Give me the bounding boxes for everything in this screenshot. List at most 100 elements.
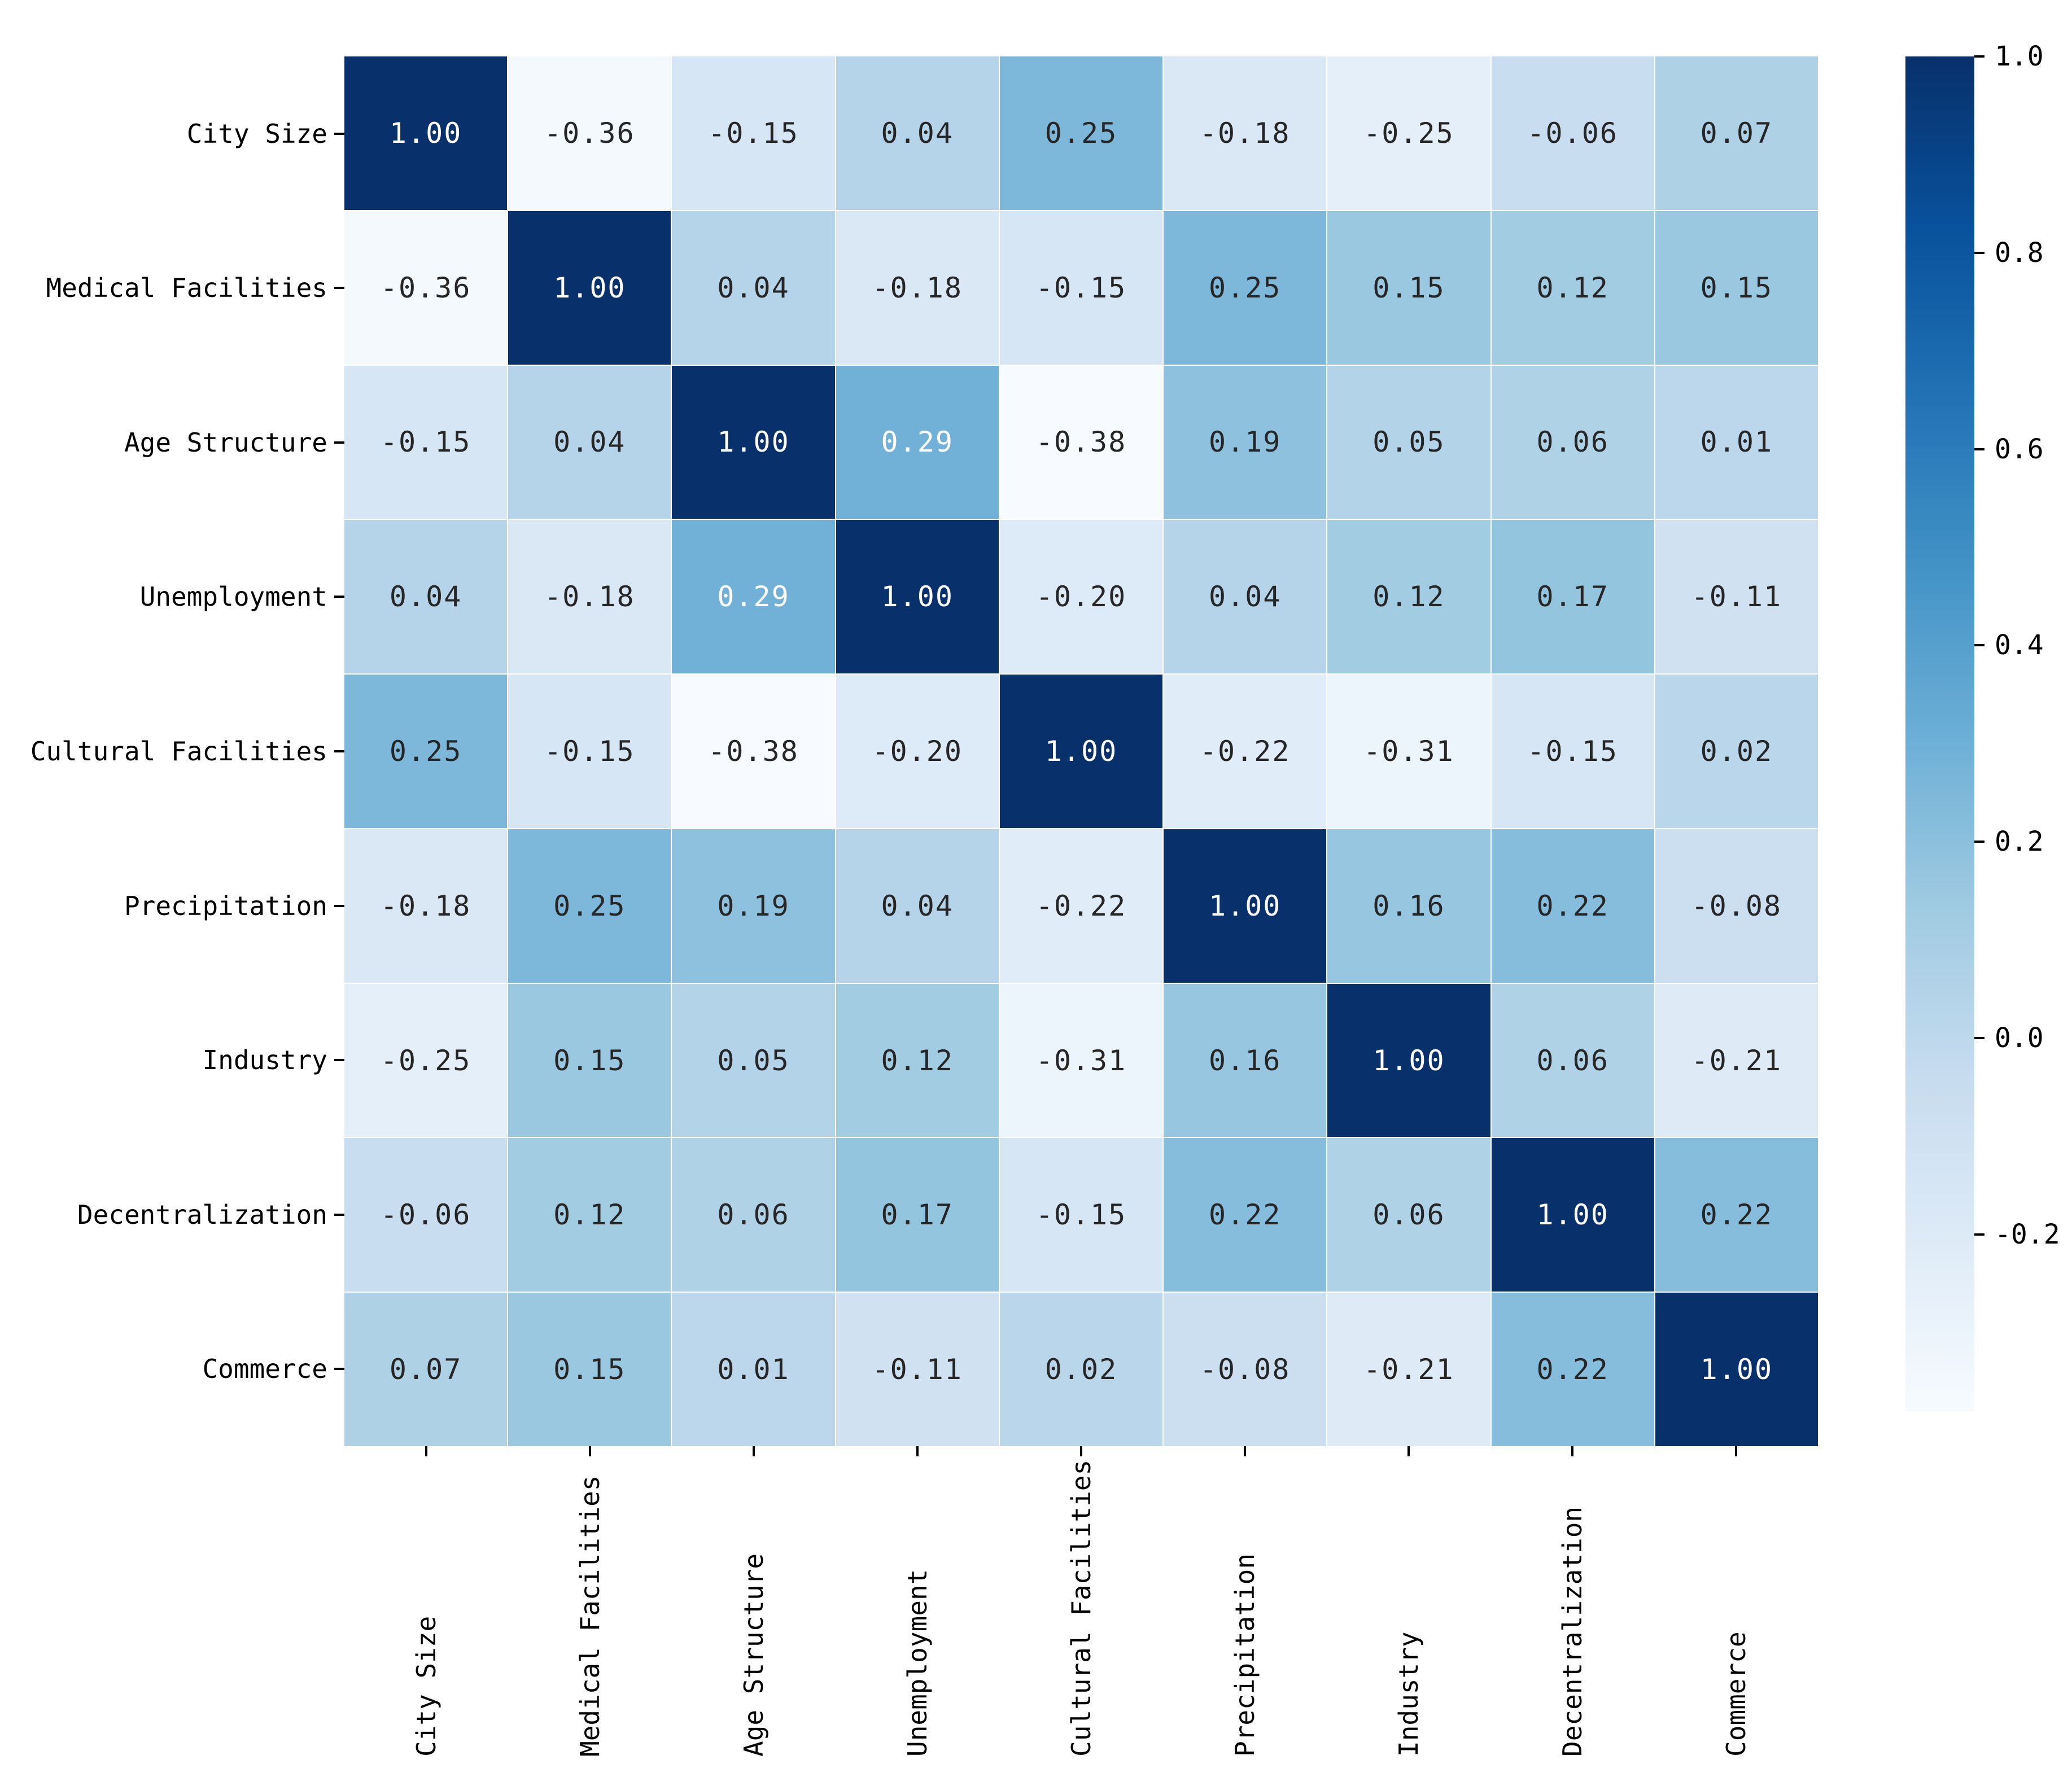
cell-value: 0.19 [1209,426,1282,459]
cell-value: 0.07 [1700,116,1773,150]
heatmap-cell: 0.07 [1655,56,1818,210]
colorbar-tick [1974,55,1984,58]
y-tick-label: Commerce [202,1354,327,1385]
heatmap-cell: 0.04 [1164,520,1327,674]
heatmap-cell: -0.08 [1164,1293,1327,1446]
heatmap-grid: 1.00 -0.36 -0.15 0.04 0.25 -0.18 -0.25 -0.06 0.0… [344,56,1818,1446]
heatmap-cell: 0.17 [836,1138,999,1292]
heatmap-cell: -0.31 [1327,675,1490,828]
heatmap-cell: -0.20 [836,675,999,828]
colorbar-tick [1974,1233,1984,1236]
heatmap-cell: -0.11 [836,1293,999,1446]
cell-value: -0.06 [1527,116,1618,150]
cell-value: 1.00 [1044,734,1118,768]
heatmap-cell: -0.38 [672,675,835,828]
cell-value: -0.18 [380,889,471,922]
x-tick [589,1446,591,1456]
cell-value: 1.00 [553,271,626,304]
cell-value: 0.15 [553,1353,626,1386]
heatmap-cell: 0.01 [1655,365,1818,519]
cell-value: 0.06 [1536,426,1609,459]
y-tick-label: Decentralization [77,1199,327,1230]
colorbar-tick [1974,1037,1984,1040]
heatmap-cell: 1.00 [1327,983,1490,1137]
heatmap-cell: 0.12 [508,1138,671,1292]
colorbar-tick-label: 0.0 [1995,1022,2044,1054]
heatmap-cell: 0.19 [672,829,835,983]
heatmap-cell: 0.04 [836,829,999,983]
x-tick-label: Industry [1393,1631,1424,1757]
cell-value: 0.25 [553,889,626,922]
cell-value: 0.25 [1044,116,1118,150]
cell-value: 0.22 [1209,1198,1282,1232]
cell-value: 0.07 [389,1353,462,1386]
heatmap-cell: 0.25 [1164,211,1327,365]
cell-value: -0.08 [1691,889,1782,922]
cell-value: 0.29 [881,426,954,459]
heatmap-cell: -0.15 [999,1138,1163,1292]
cell-value: 0.22 [1536,889,1609,922]
x-tick-label: Unemployment [902,1569,933,1757]
heatmap-cell: -0.15 [1491,675,1654,828]
heatmap-cell: 1.00 [999,675,1163,828]
x-tick [1735,1446,1737,1456]
cell-value: 0.12 [553,1198,626,1232]
heatmap-cell: -0.21 [1327,1293,1490,1446]
y-tick-label: Medical Facilities [46,273,328,304]
cell-value: 0.12 [881,1044,954,1077]
heatmap-cell: 0.19 [1164,365,1327,519]
cell-value: -0.15 [708,116,799,150]
x-tick-label: Precipitation [1230,1553,1260,1757]
heatmap-cell: 0.04 [508,365,671,519]
heatmap-cell: -0.18 [344,829,508,983]
cell-value: 1.00 [1209,889,1282,922]
y-tick-label: Industry [202,1045,327,1076]
heatmap-cell: 0.12 [1491,211,1654,365]
heatmap-cell: -0.15 [344,365,508,519]
cell-value: -0.36 [380,271,471,304]
cell-value: -0.15 [544,734,635,768]
heatmap-cell: 0.25 [508,829,671,983]
heatmap-cell: 0.06 [1491,983,1654,1137]
heatmap-cell: -0.36 [344,211,508,365]
cell-value: 0.06 [717,1198,790,1232]
y-tick [334,441,344,444]
cell-value: 0.02 [1044,1353,1118,1386]
cell-value: 0.22 [1700,1198,1773,1232]
heatmap-cell: 0.15 [508,983,671,1137]
x-tick-label: City Size [411,1616,441,1757]
heatmap-cell: 0.22 [1164,1138,1327,1292]
cell-value: 1.00 [1372,1044,1445,1077]
y-tick [334,1059,344,1062]
cell-value: 0.16 [1209,1044,1282,1077]
cell-value: 0.04 [1209,580,1282,614]
cell-value: 0.16 [1372,889,1445,922]
cell-value: -0.18 [1199,116,1291,150]
cell-value: 1.00 [1700,1353,1773,1386]
cell-value: -0.18 [544,580,635,614]
heatmap-cell: 0.29 [672,520,835,674]
heatmap-cell: 0.06 [1327,1138,1490,1292]
x-tick-label: Age Structure [738,1553,769,1757]
heatmap-cell: 0.12 [1327,520,1490,674]
x-tick [1244,1446,1246,1456]
y-tick [334,750,344,752]
heatmap-cell: -0.18 [508,520,671,674]
cell-value: 0.19 [717,889,790,922]
cell-value: -0.21 [1691,1044,1782,1077]
x-tick-label: Medical Facilities [575,1475,605,1757]
heatmap-cell: -0.25 [1327,56,1490,210]
heatmap-cell: 0.06 [1491,365,1654,519]
heatmap-cell: 0.04 [672,211,835,365]
heatmap-cell: 0.04 [836,56,999,210]
cell-value: 0.15 [1372,271,1445,304]
cell-value: 0.29 [717,580,790,614]
cell-value: 0.06 [1372,1198,1445,1232]
cell-value: -0.31 [1035,1044,1127,1077]
cell-value: 0.04 [553,426,626,459]
cell-value: -0.22 [1199,734,1291,768]
colorbar-tick-label: 0.6 [1995,433,2044,465]
x-tick [1080,1446,1082,1456]
y-tick [334,904,344,907]
heatmap-cell: 0.25 [999,56,1163,210]
